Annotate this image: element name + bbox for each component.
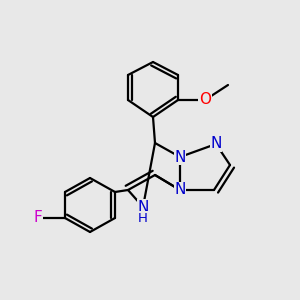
Text: N: N: [137, 200, 149, 214]
Text: H: H: [138, 212, 148, 225]
Text: N: N: [174, 182, 186, 197]
Text: F: F: [34, 211, 42, 226]
Text: N: N: [174, 149, 186, 164]
Text: N: N: [210, 136, 222, 152]
Text: O: O: [199, 92, 211, 107]
